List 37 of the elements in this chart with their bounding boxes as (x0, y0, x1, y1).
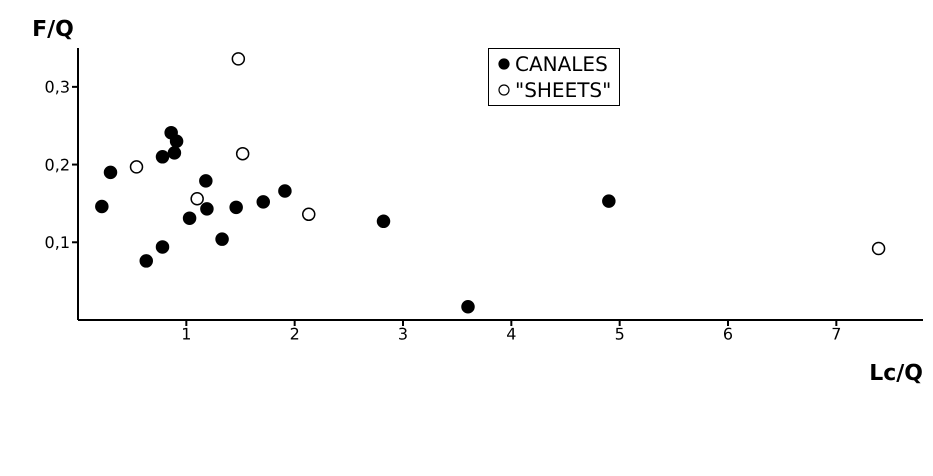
point (872, 242, 886, 256)
point (190, 192, 204, 206)
y-tick-label: 0,2 (44, 155, 70, 174)
point (232, 52, 246, 66)
point (156, 240, 170, 254)
legend-label: CANALES (515, 51, 608, 77)
legend-label: "SHEETS" (515, 77, 612, 103)
point (376, 214, 390, 228)
point (256, 195, 270, 209)
point (199, 174, 213, 188)
point (236, 146, 250, 160)
point (602, 194, 616, 208)
point (278, 184, 292, 198)
x-tick-label: 1 (181, 324, 192, 344)
x-tick-label: 3 (398, 324, 408, 344)
x-axis-title: Lc/Q (869, 361, 923, 386)
point (302, 208, 316, 222)
y-tick-label: 0,3 (44, 78, 70, 97)
x-tick-label: 5 (614, 324, 625, 344)
point (95, 200, 109, 214)
point (215, 232, 229, 246)
point (182, 211, 196, 225)
x-tick-label: 2 (290, 324, 300, 344)
y-axis-title: F/Q (32, 17, 74, 42)
point (168, 146, 182, 160)
point (170, 134, 184, 148)
point (104, 166, 118, 180)
point (156, 150, 170, 164)
point (200, 202, 214, 216)
point (229, 200, 243, 214)
point (130, 160, 144, 174)
x-tick-label: 7 (831, 324, 842, 344)
x-tick-label: 6 (722, 324, 734, 344)
x-tick-label: 4 (506, 324, 516, 344)
y-tick-label: 0,1 (44, 232, 70, 252)
point (461, 300, 475, 314)
point (140, 254, 153, 268)
